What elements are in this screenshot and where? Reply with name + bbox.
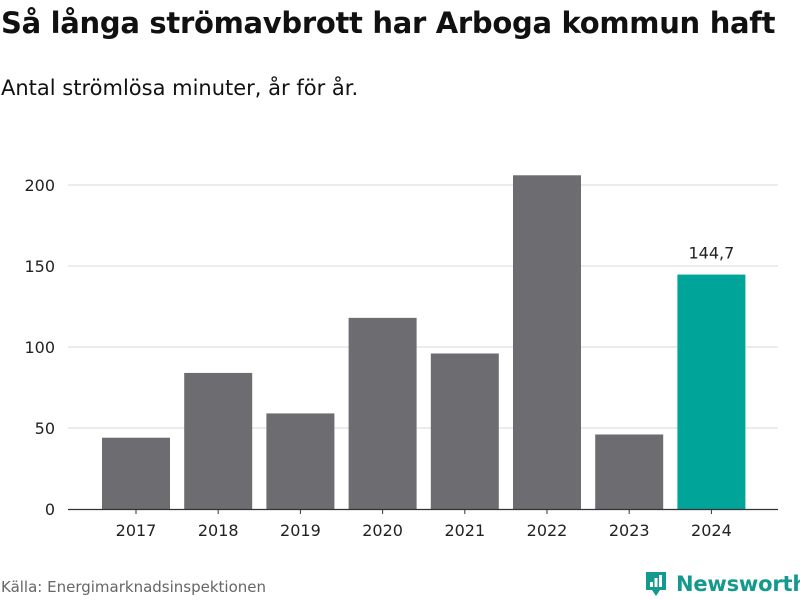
x-axis-ticks: 2017 2018 2019 2020 2021 2022 2023 2024 <box>116 509 732 540</box>
y-tick-label: 200 <box>24 176 55 195</box>
bar-2017 <box>102 437 170 509</box>
x-tick-label: 2022 <box>527 521 568 540</box>
y-tick-label: 100 <box>24 338 55 357</box>
bar-2020 <box>348 317 417 509</box>
x-tick-label: 2020 <box>362 521 403 540</box>
bar-2018 <box>184 372 253 509</box>
bars <box>102 175 746 509</box>
bar-2024 <box>677 274 746 509</box>
brand-name: Newsworthy <box>676 572 800 596</box>
x-tick-label: 2017 <box>116 521 157 540</box>
chart-subtitle: Antal strömlösa minuter, år för år. <box>1 76 359 100</box>
x-tick-label: 2024 <box>691 521 732 540</box>
bar-2019 <box>266 413 335 509</box>
y-tick-label: 150 <box>24 257 55 276</box>
grid-lines <box>68 184 778 429</box>
x-tick-label: 2023 <box>609 521 650 540</box>
bar-2021 <box>430 353 499 509</box>
x-tick-label: 2019 <box>280 521 321 540</box>
data-labels: 144,7 <box>688 244 734 263</box>
bar-2022 <box>513 175 581 509</box>
chart-title: Så långa strömavbrott har Arboga kommun … <box>1 6 776 40</box>
data-label: 144,7 <box>688 244 734 263</box>
y-axis-ticks: 0 50 100 150 200 <box>24 176 55 519</box>
y-tick-label: 0 <box>45 500 55 519</box>
newsworthy-logo-icon <box>646 572 666 596</box>
y-tick-label: 50 <box>35 419 55 438</box>
x-tick-label: 2018 <box>198 521 239 540</box>
brand-logo: Newsworthy <box>644 570 800 598</box>
bar-2023 <box>595 434 664 509</box>
bar-chart: 0 50 100 150 200 2017 2018 2019 2020 2021 2022 202… <box>24 175 778 540</box>
source-note: Källa: Energimarknadsinspektionen <box>1 578 267 596</box>
x-tick-label: 2021 <box>444 521 485 540</box>
